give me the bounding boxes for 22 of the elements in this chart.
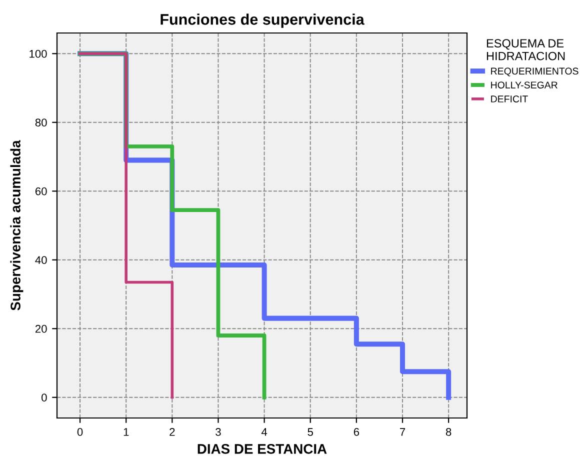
x-tick-label: 7 — [400, 428, 406, 436]
x-tick-label: 6 — [354, 428, 360, 436]
legend-label: HOLLY-SEGAR — [491, 82, 558, 88]
y-tick-label: 100 — [30, 50, 47, 58]
x-tick-label: 1 — [124, 428, 129, 436]
x-tick-label: 4 — [261, 428, 268, 436]
legend-title: ESQUEMA DE HIDRATACION — [486, 39, 565, 60]
x-tick-label: 3 — [216, 428, 221, 436]
y-tick-label: 60 — [35, 187, 47, 196]
y-tick-label: 0 — [42, 394, 47, 402]
legend-label: DEFICIT — [491, 96, 528, 102]
x-tick-label: 8 — [446, 428, 452, 436]
legend-label: REQUERIMIENTOS — [491, 68, 578, 76]
x-axis-title: DIAS DE ESTANCIA — [198, 444, 327, 454]
y-tick-label: 80 — [35, 118, 47, 127]
chart-title: Funciones de supervivencia — [160, 14, 364, 28]
y-axis-title: Supervivencia acumulada — [10, 140, 24, 310]
x-tick-label: 0 — [77, 428, 83, 436]
y-tick-label: 20 — [35, 324, 47, 333]
y-tick-label: 40 — [35, 256, 47, 264]
x-tick-label: 2 — [170, 428, 175, 436]
x-tick-label: 5 — [308, 428, 313, 436]
